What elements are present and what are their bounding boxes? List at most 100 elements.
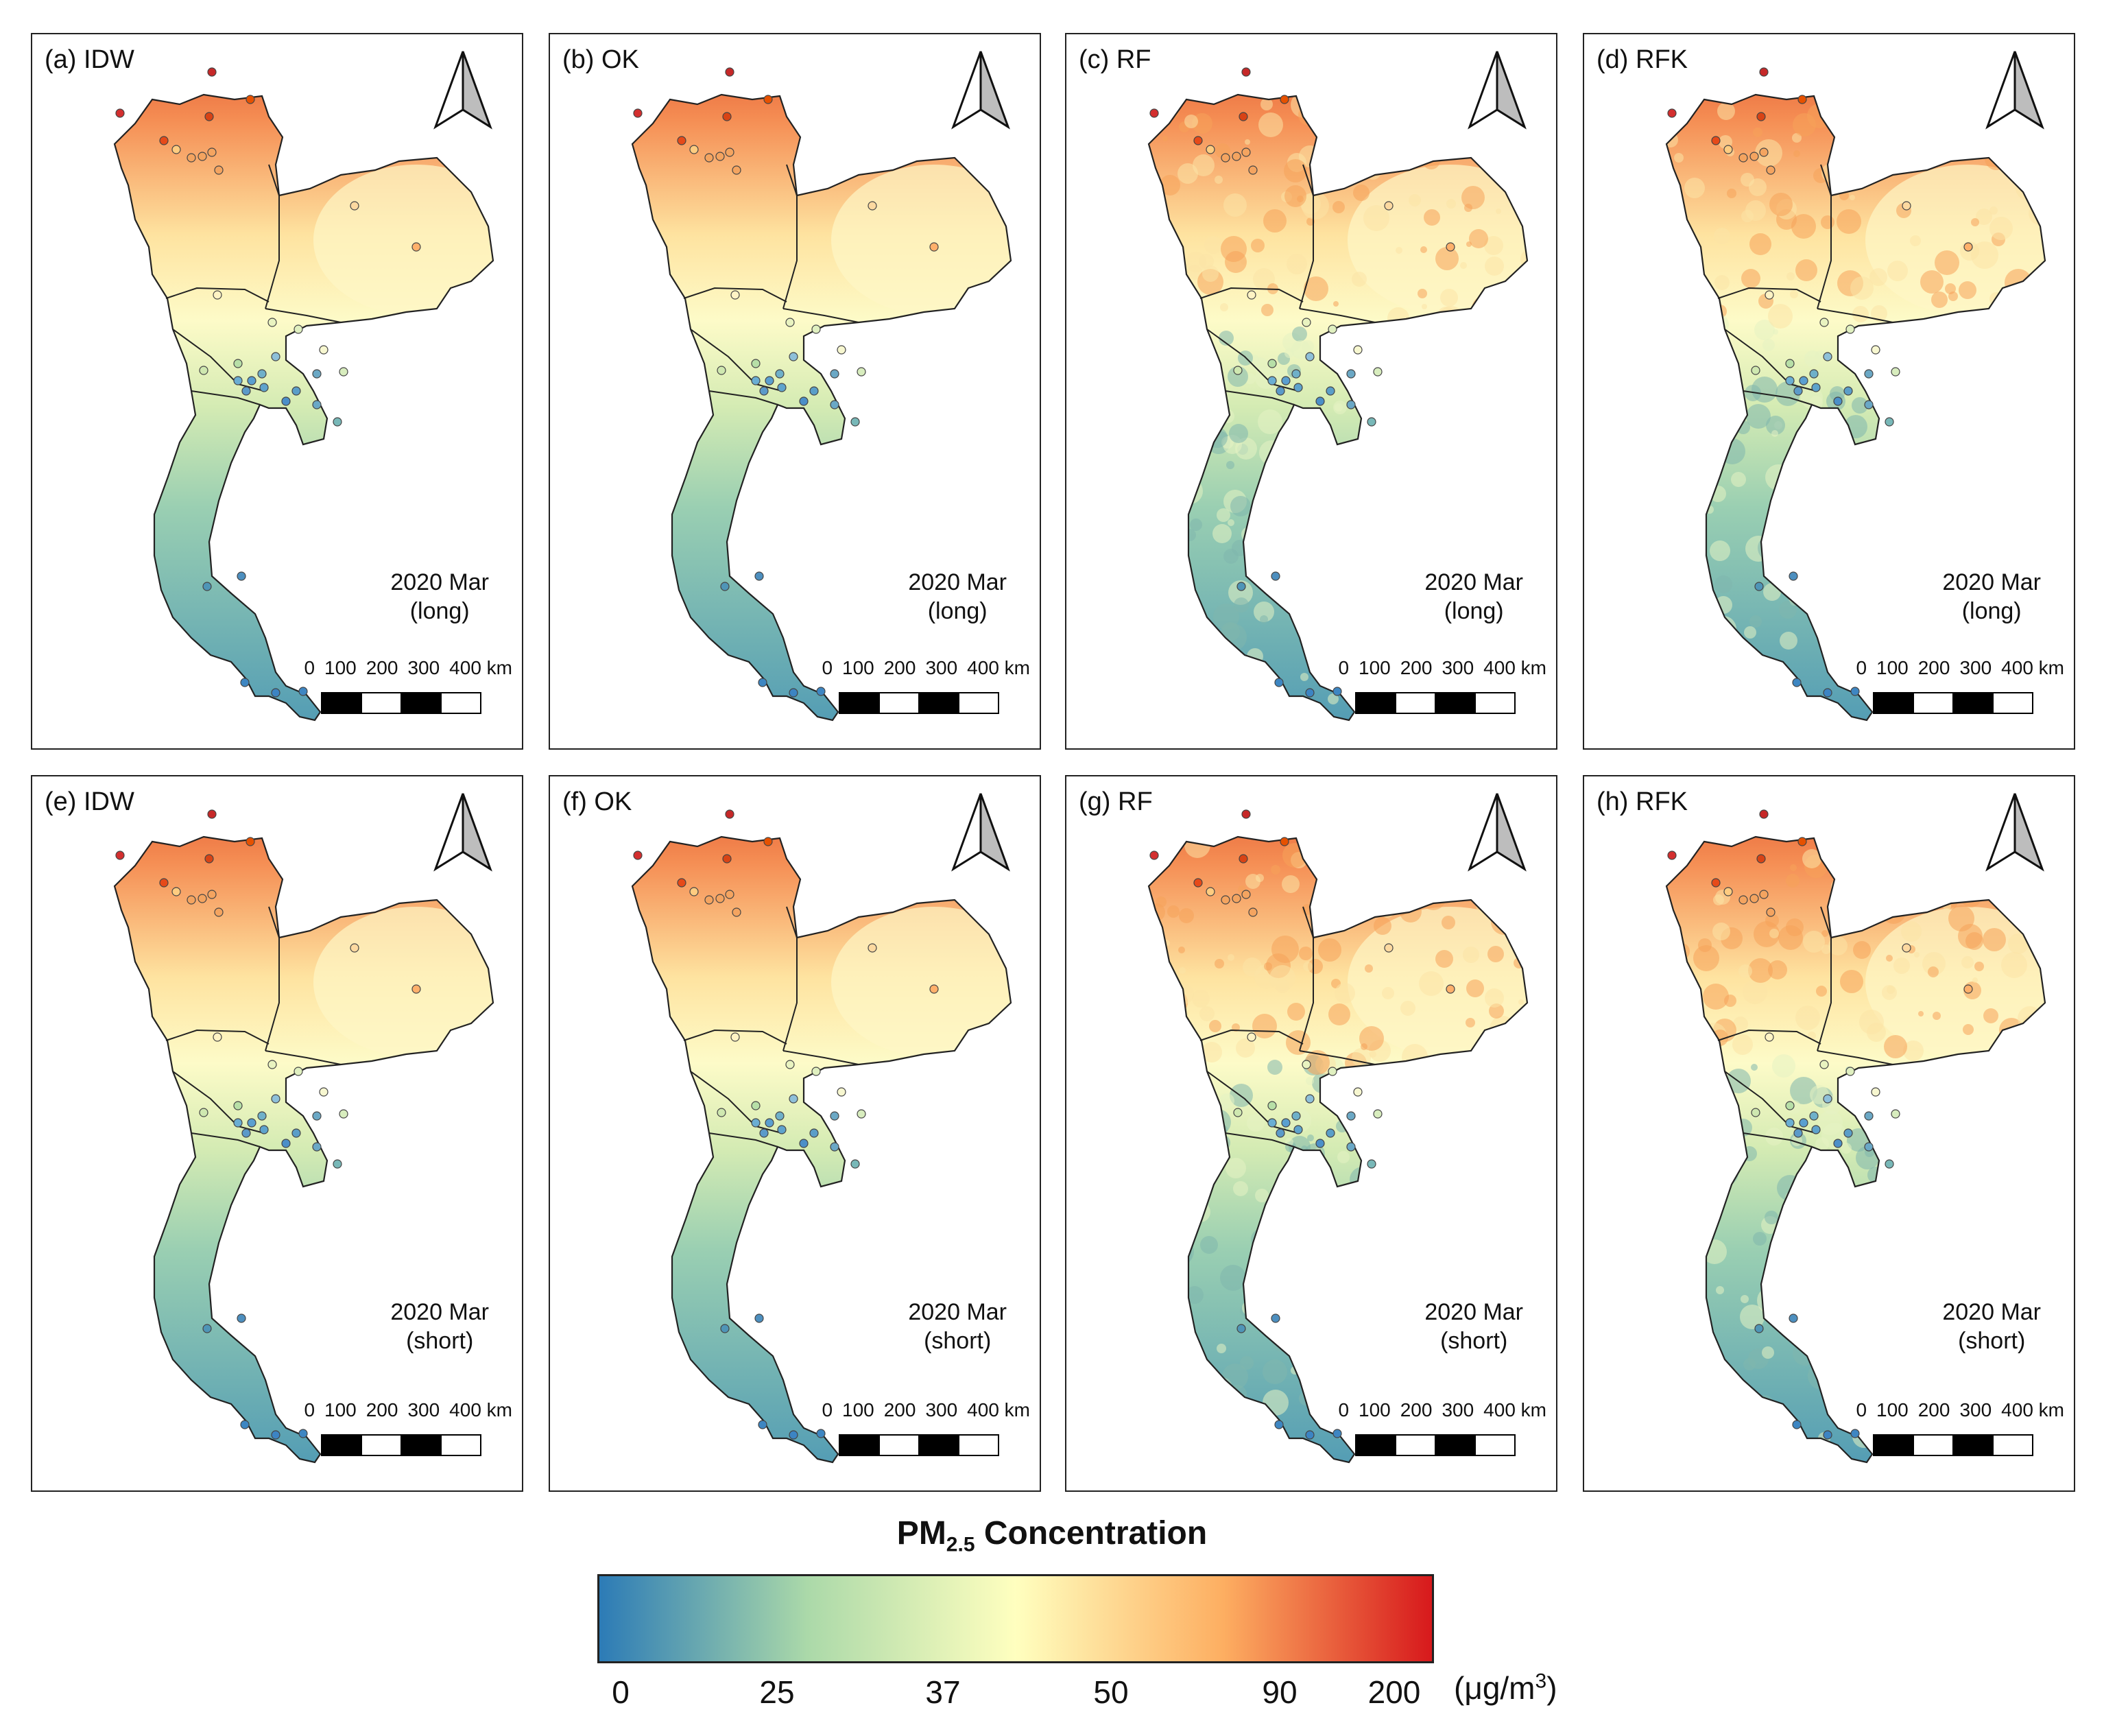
legend-title: PM2.5 Concentration <box>896 1515 1208 1556</box>
colorbar-tick-label: 25 <box>759 1674 795 1710</box>
scale-bar <box>321 692 481 714</box>
north-arrow-icon <box>951 793 1010 872</box>
scale-label: 100 <box>324 657 357 678</box>
scale-bar <box>1873 692 2033 714</box>
north-arrow-icon <box>1468 51 1527 130</box>
scale-label: 0 <box>304 657 315 678</box>
caption-type: (long) <box>1961 598 2022 624</box>
thailand-map <box>1147 793 1529 1464</box>
caption-date: 2020 Mar <box>390 569 489 595</box>
scale-label: 200 <box>1917 657 1950 678</box>
panel-label: (g) RF <box>1079 787 1153 816</box>
scale-label: 0 <box>304 1399 315 1420</box>
scale-bar <box>839 1434 999 1456</box>
caption-type: (short) <box>924 1328 992 1354</box>
scale-label: 300 <box>1442 1399 1474 1420</box>
panel-label: (d) RFK <box>1597 45 1688 74</box>
scale-label: 400 km <box>449 657 512 678</box>
scale-label: 200 <box>1400 657 1433 678</box>
scale-label: 400 km <box>2001 1399 2064 1420</box>
scale-label: 400 km <box>1483 657 1546 678</box>
scale-label: 100 <box>1876 1399 1909 1420</box>
colorbar-tick-label: 200 <box>1367 1674 1421 1710</box>
scale-label: 100 <box>842 1399 874 1420</box>
scale-label: 400 km <box>449 1399 512 1420</box>
scale-label: 300 <box>1959 1399 1992 1420</box>
scale-label: 100 <box>324 1399 357 1420</box>
scale-labels: 0 100 200 300 400 km <box>812 657 1030 679</box>
scale-label: 400 km <box>2001 657 2064 678</box>
scale-label: 100 <box>1359 1399 1391 1420</box>
scale-labels: 0 100 200 300 400 km <box>1846 657 2064 679</box>
caption-date: 2020 Mar <box>908 569 1007 595</box>
panel-caption: 2020 Mar (long) <box>390 568 489 626</box>
scale-labels: 0 100 200 300 400 km <box>1846 1399 2064 1421</box>
caption-type: (short) <box>1958 1328 2026 1354</box>
map-panel: (c) RF 2020 Mar (long) 0 100 200 300 400 km <box>1065 33 1557 750</box>
scale-bar <box>1355 692 1516 714</box>
panel-label: (a) IDW <box>45 45 134 74</box>
caption-type: (long) <box>409 598 470 624</box>
panel-caption: 2020 Mar (short) <box>1424 1298 1523 1355</box>
panel-label: (h) RFK <box>1597 787 1688 816</box>
scale-label: 200 <box>366 1399 398 1420</box>
colorbar-tick-label: 50 <box>1093 1674 1129 1710</box>
scale-label: 200 <box>1917 1399 1950 1420</box>
thailand-map <box>1147 51 1529 722</box>
legend-unit: (μg/m3) <box>1454 1669 1557 1706</box>
map-panel: (e) IDW 2020 Mar (short) 0 100 200 300 400 k… <box>31 775 523 1492</box>
scale-bar <box>321 1434 481 1456</box>
north-arrow-icon <box>1985 793 2044 872</box>
map-panel: (a) IDW 2020 Mar (long) 0 100 200 300 400 km <box>31 33 523 750</box>
scale-label: 100 <box>842 657 874 678</box>
scale-labels: 0 100 200 300 400 km <box>294 1399 512 1421</box>
panel-label: (e) IDW <box>45 787 134 816</box>
scale-label: 100 <box>1876 657 1909 678</box>
scale-label: 200 <box>366 657 398 678</box>
scale-label: 0 <box>1856 1399 1867 1420</box>
thailand-map <box>113 793 494 1464</box>
north-arrow-icon <box>433 51 492 130</box>
scale-label: 0 <box>1338 1399 1350 1420</box>
panel-caption: 2020 Mar (short) <box>1942 1298 2041 1355</box>
map-panel: (h) RFK 2020 Mar (short) 0 100 200 300 400 k… <box>1583 775 2075 1492</box>
scale-labels: 0 100 200 300 400 km <box>1328 1399 1546 1421</box>
caption-type: (long) <box>1444 598 1504 624</box>
map-panel: (d) RFK 2020 Mar (long) 0 100 200 300 400 km <box>1583 33 2075 750</box>
scale-label: 200 <box>883 1399 916 1420</box>
scale-bar <box>1355 1434 1516 1456</box>
caption-type: (short) <box>1440 1328 1508 1354</box>
thailand-map <box>1665 793 2046 1464</box>
caption-type: (short) <box>406 1328 474 1354</box>
scale-labels: 0 100 200 300 400 km <box>1328 657 1546 679</box>
scale-label: 300 <box>925 657 958 678</box>
thailand-map <box>631 793 1012 1464</box>
caption-date: 2020 Mar <box>1424 1299 1523 1325</box>
scale-label: 100 <box>1359 657 1391 678</box>
scale-bar <box>839 692 999 714</box>
scale-label: 0 <box>822 657 833 678</box>
caption-type: (long) <box>927 598 988 624</box>
north-arrow-icon <box>1985 51 2044 130</box>
caption-date: 2020 Mar <box>390 1299 489 1325</box>
caption-date: 2020 Mar <box>1942 1299 2041 1325</box>
scale-label: 300 <box>925 1399 958 1420</box>
panel-caption: 2020 Mar (short) <box>908 1298 1007 1355</box>
scale-bar <box>1873 1434 2033 1456</box>
scale-label: 200 <box>883 657 916 678</box>
panel-label: (b) OK <box>562 45 639 74</box>
scale-label: 300 <box>1959 657 1992 678</box>
caption-date: 2020 Mar <box>908 1299 1007 1325</box>
north-arrow-icon <box>433 793 492 872</box>
scale-label: 300 <box>1442 657 1474 678</box>
panel-caption: 2020 Mar (long) <box>1942 568 2041 626</box>
map-panel: (g) RF 2020 Mar (short) 0 100 200 300 400 km <box>1065 775 1557 1492</box>
scale-label: 300 <box>407 657 440 678</box>
north-arrow-icon <box>951 51 1010 130</box>
scale-label: 400 km <box>967 657 1030 678</box>
panel-caption: 2020 Mar (long) <box>908 568 1007 626</box>
scale-label: 300 <box>407 1399 440 1420</box>
scale-label: 0 <box>822 1399 833 1420</box>
panel-caption: 2020 Mar (long) <box>1424 568 1523 626</box>
scale-label: 0 <box>1856 657 1867 678</box>
